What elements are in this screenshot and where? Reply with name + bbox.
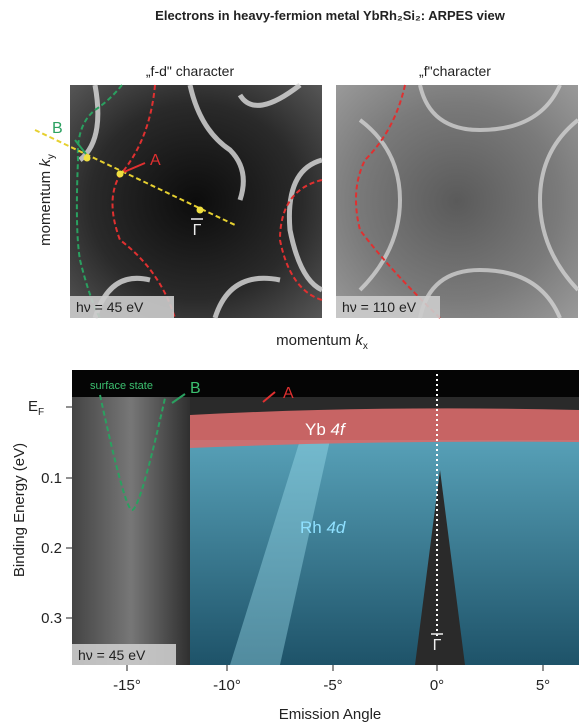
fermi-map-left	[35, 85, 322, 318]
x-tick-label: 5°	[536, 677, 550, 694]
panel-label: „f-d" character	[146, 63, 235, 79]
y-tick-label: 0.3	[41, 610, 62, 627]
inset-label: hν = 110 eV	[342, 299, 417, 315]
inset-label: hν = 45 eV	[76, 299, 144, 315]
x-tick-label: -15°	[113, 677, 141, 694]
annotation: surface state	[90, 380, 153, 392]
figure: Electrons in heavy-fermion metal YbRh₂Si…	[0, 0, 579, 726]
point-label: B	[52, 120, 63, 137]
y-tick-label: EF	[28, 398, 44, 418]
gamma-label: Γ	[433, 637, 442, 654]
axis-label: Emission Angle	[279, 706, 382, 723]
point-label: A	[283, 385, 294, 402]
axis-label: momentum ky	[37, 154, 57, 246]
gamma-label: Γ	[193, 222, 202, 239]
inset-label: hν = 45 eV	[78, 647, 146, 663]
x-tick-label: 0°	[430, 677, 444, 694]
x-tick-label: -10°	[213, 677, 241, 694]
band-label: Rh 4d	[300, 518, 346, 537]
y-tick-label: 0.1	[41, 470, 62, 487]
point-label: B	[190, 380, 201, 397]
x-tick-label: -5°	[323, 677, 342, 694]
x-ticks: -15° -10° -5° 0° 5°	[113, 665, 550, 694]
band-label: Yb 4f	[305, 420, 347, 439]
y-ticks: 0.1 0.2 0.3	[41, 407, 72, 627]
axis-label: momentum kx	[276, 332, 368, 352]
panel-label: „f"character	[419, 63, 491, 79]
point-label: A	[150, 152, 161, 169]
axis-label: Binding Energy (eV)	[11, 443, 28, 577]
figure-title: Electrons in heavy-fermion metal YbRh₂Si…	[155, 8, 506, 23]
fermi-map-right	[336, 85, 578, 318]
y-tick-label: 0.2	[41, 540, 62, 557]
